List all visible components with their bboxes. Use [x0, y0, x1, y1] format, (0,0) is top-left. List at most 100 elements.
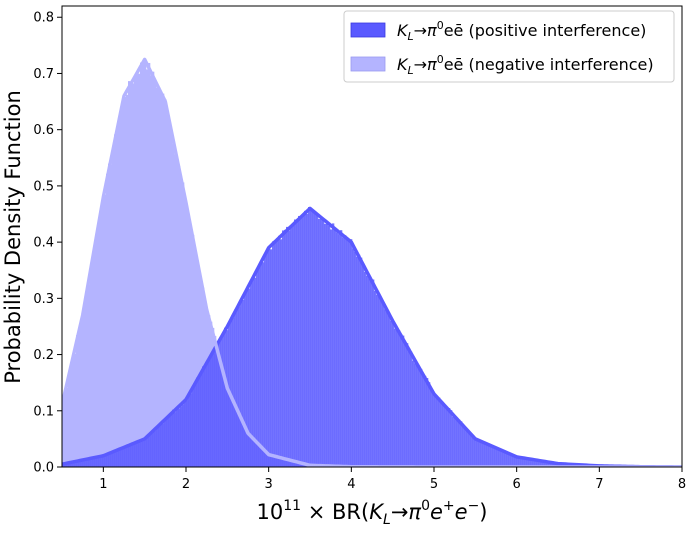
histogram-bin [434, 394, 436, 467]
histogram-bin [444, 407, 446, 467]
histogram-bin [210, 356, 212, 467]
histogram-bin [124, 97, 126, 467]
x-label-e2: e [455, 500, 468, 524]
histogram-bin [96, 458, 98, 467]
histogram-bin [170, 414, 172, 467]
histogram-bin [400, 334, 402, 467]
histogram-bin [310, 209, 312, 467]
legend-label-positive: KL→π0eē (positive interference) [397, 19, 646, 43]
histogram-bin [158, 87, 160, 467]
histogram-bin [88, 284, 90, 467]
histogram-bin [142, 64, 144, 467]
histogram-bin [124, 446, 126, 467]
histogram-bin [216, 347, 218, 467]
histogram-bin [370, 281, 372, 467]
histogram-bin [162, 423, 164, 467]
histogram-bin [394, 329, 396, 467]
histogram-bin [202, 366, 204, 467]
histogram-bin [488, 445, 490, 467]
histogram-bin [280, 239, 282, 467]
x-tick-label: 3 [265, 477, 273, 492]
x-label-e1: e [430, 500, 443, 524]
histogram-bin [100, 457, 102, 467]
histogram-bin [458, 420, 460, 467]
histogram-bin [240, 299, 242, 467]
histogram-bin [206, 364, 208, 467]
histogram-bin [412, 361, 414, 467]
histogram-bin [332, 223, 334, 467]
histogram-bin [486, 444, 488, 467]
y-tick-label: 0.5 [33, 179, 54, 194]
legend-swatch-positive [351, 23, 385, 37]
histogram-bin [172, 410, 174, 467]
histogram-bin [178, 409, 180, 468]
histogram-bin [294, 219, 296, 467]
histogram-bin [102, 203, 104, 467]
histogram-bin [372, 279, 374, 467]
histogram-bin [344, 235, 346, 467]
histogram-bin [236, 307, 238, 467]
histogram-bin [96, 238, 98, 467]
histogram-bin [256, 270, 258, 467]
x-label-arrow: →π [391, 500, 422, 524]
x-label-main: BR( [332, 500, 369, 524]
histogram-bin [134, 76, 136, 467]
histogram-bin [136, 75, 138, 467]
histogram-bin [388, 314, 390, 467]
histogram-bin [508, 454, 510, 467]
histogram-bin [440, 402, 442, 467]
y-tick-label: 0.1 [33, 404, 54, 419]
histogram-bin [106, 174, 108, 467]
legend-pi-sup: 0 [437, 19, 444, 32]
x-label-pi-sup: 0 [421, 498, 430, 514]
histogram-bin [330, 229, 332, 467]
histogram-bin [68, 378, 70, 467]
histogram-bin [410, 352, 412, 467]
histogram-bin [472, 435, 474, 467]
y-axis-label: Probability Density Function [1, 90, 25, 384]
histogram-bin [226, 330, 228, 467]
histogram-bin [150, 432, 152, 467]
histogram-bin [224, 328, 226, 467]
x-label-k-sub: L [383, 512, 391, 528]
histogram-bin [390, 321, 392, 467]
histogram-bin [404, 344, 406, 467]
histogram-bin [82, 316, 84, 467]
histogram-bin [430, 391, 432, 468]
histogram-bin [208, 357, 210, 467]
x-tick-label: 2 [182, 477, 190, 492]
histogram-bin [140, 63, 142, 467]
legend-swatch-negative [351, 57, 385, 71]
histogram-bin [248, 289, 250, 467]
histogram-bin [198, 377, 200, 467]
histogram-bin [74, 354, 76, 467]
histogram-bin [498, 449, 500, 467]
histogram-bin [318, 219, 320, 467]
histogram-bin [290, 228, 292, 467]
histogram-bin [166, 418, 168, 467]
histogram-bin [500, 450, 502, 467]
legend-arrow: →π [414, 55, 437, 74]
histogram-bin [186, 400, 188, 467]
histogram-bin [86, 289, 88, 467]
histogram-bin [442, 404, 444, 467]
histogram-bin [380, 298, 382, 467]
histogram-bin [194, 385, 196, 467]
histogram-bin [196, 378, 198, 467]
histogram-bin [100, 211, 102, 467]
histogram-bin [278, 236, 280, 467]
histogram-bin [76, 335, 78, 467]
x-tick-label: 7 [595, 477, 603, 492]
histogram-bin [116, 451, 118, 467]
histogram-bin [322, 220, 324, 467]
histogram-bin [482, 441, 484, 467]
histogram-bin [398, 330, 400, 467]
histogram-bin [386, 312, 388, 467]
histogram-bin [300, 218, 302, 467]
y-tick-label: 0.6 [33, 123, 54, 138]
histogram-bin [260, 264, 262, 467]
histogram-bin [402, 336, 404, 467]
histogram-bin [288, 231, 290, 467]
histogram-bin [358, 255, 360, 467]
